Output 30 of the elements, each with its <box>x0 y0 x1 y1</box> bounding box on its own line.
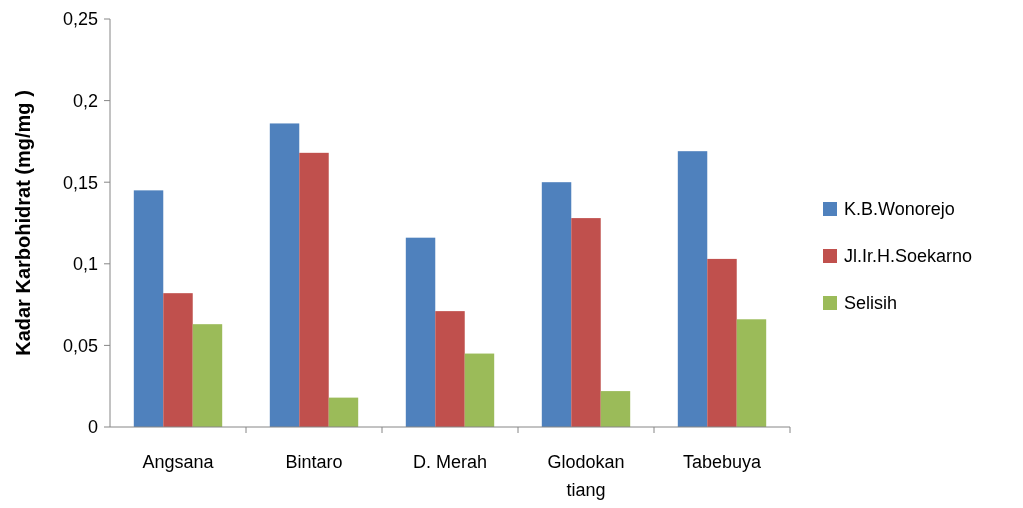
bar <box>707 258 737 427</box>
bar <box>328 397 359 427</box>
bar <box>405 237 436 427</box>
bar <box>571 218 601 427</box>
bar <box>736 319 767 427</box>
y-tick-label: 0,15 <box>62 172 98 193</box>
bar <box>133 190 164 427</box>
bar <box>677 151 708 427</box>
bar <box>541 182 572 427</box>
x-tick-label: Bintaro <box>285 452 343 472</box>
x-tick-label: Angsana <box>142 452 215 472</box>
bar <box>600 391 631 427</box>
legend-label: Jl.Ir.H.Soekarno <box>844 246 973 267</box>
bar <box>192 324 223 427</box>
y-tick-label: 0,25 <box>62 9 98 30</box>
x-tick-label: Glodokan tiang <box>547 452 625 500</box>
bar <box>435 311 465 427</box>
y-tick-label: 0 <box>87 417 98 438</box>
x-tick-label: Tabebuya <box>682 452 763 472</box>
bar <box>299 152 329 427</box>
y-tick-label: 0,05 <box>62 335 98 356</box>
legend-label: Selisih <box>844 293 898 314</box>
x-tick-label: D. Merah <box>412 452 488 472</box>
bar <box>269 123 300 427</box>
y-axis-title: Kadar Karbohidrat (mg/mg ) <box>12 90 34 356</box>
bar <box>163 293 193 427</box>
y-tick-label: 0,2 <box>72 90 98 111</box>
legend-label: K.B.Wonorejo <box>844 199 955 220</box>
y-tick-label: 0,1 <box>72 254 98 275</box>
bar <box>464 353 495 427</box>
